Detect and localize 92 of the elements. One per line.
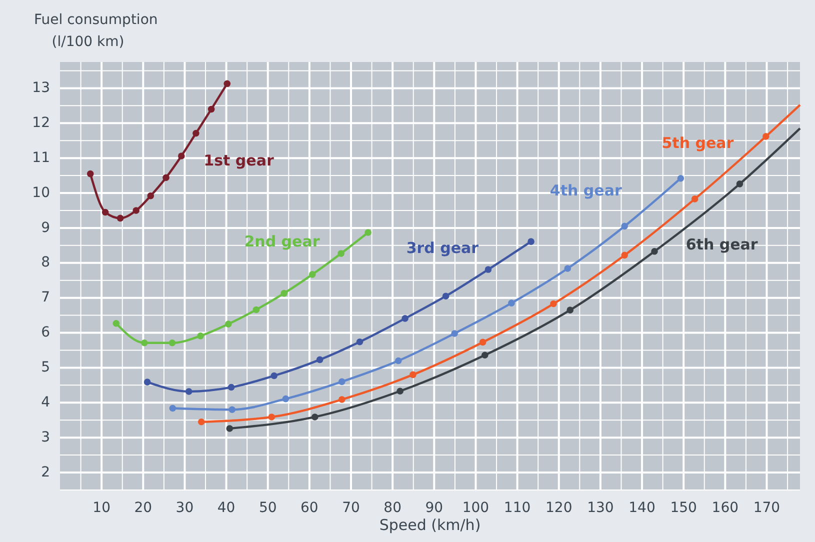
point [132, 207, 140, 214]
point [311, 414, 318, 420]
point [169, 404, 176, 412]
x-tick-label: 20 [134, 500, 152, 516]
point [316, 356, 324, 364]
point [677, 174, 684, 182]
series-label: 6th gear [686, 236, 758, 254]
point [566, 306, 574, 314]
series-label: 5th gear [662, 134, 734, 152]
point [208, 106, 215, 113]
point [116, 214, 124, 222]
x-tick-label: 150 [670, 500, 697, 516]
point [270, 372, 278, 380]
point [112, 320, 120, 327]
point [224, 80, 231, 88]
point [550, 300, 557, 308]
x-tick-label: 50 [258, 500, 277, 516]
x-tick-label: 70 [342, 500, 360, 516]
y-tick-label: 9 [41, 220, 50, 236]
point [402, 315, 408, 322]
point [140, 340, 148, 346]
point [651, 248, 658, 255]
point [252, 306, 260, 314]
point [528, 238, 534, 245]
x-tick-label: 170 [753, 500, 780, 516]
x-tick-label: 10 [92, 500, 110, 516]
point [396, 388, 404, 395]
point [228, 406, 236, 414]
point [162, 174, 170, 182]
point [338, 378, 346, 386]
y-tick-label: 4 [41, 394, 50, 410]
point [338, 396, 346, 403]
x-tick-label: 160 [712, 500, 739, 516]
point [228, 384, 235, 391]
point [484, 266, 492, 273]
point [282, 395, 290, 402]
point [280, 290, 288, 297]
x-tick-label: 110 [504, 500, 531, 516]
series-label: 2nd gear [244, 232, 320, 251]
x-tick-label: 80 [384, 500, 402, 516]
y-tick-label: 7 [41, 290, 50, 306]
point [508, 300, 515, 306]
x-tick-label: 90 [425, 500, 444, 516]
point [442, 292, 450, 300]
x-tick-label: 130 [587, 500, 614, 516]
y-tick-label: 3 [41, 429, 50, 446]
point [168, 340, 176, 346]
series-label: 3rd gear [406, 239, 480, 258]
y-tick-label: 13 [32, 80, 50, 96]
x-tick-label: 30 [176, 500, 194, 516]
y-tick-label: 12 [32, 114, 50, 131]
x-axis-title: Speed (km/h) [379, 516, 481, 534]
point [178, 152, 185, 160]
point [268, 414, 276, 420]
point [356, 338, 364, 346]
y-axis-title: Fuel consumption (l/100 km) [34, 12, 158, 50]
point [410, 371, 416, 378]
point [198, 418, 205, 426]
point [197, 332, 204, 340]
point [86, 170, 94, 178]
point [185, 388, 192, 395]
x-tick-label: 40 [217, 500, 236, 516]
y-tick-label: 5 [41, 360, 50, 376]
point [192, 130, 200, 137]
point [479, 338, 486, 346]
y-tick-label: 11 [32, 150, 50, 166]
point [102, 208, 109, 216]
point [762, 133, 770, 140]
x-tick-label: 100 [462, 500, 490, 516]
point [736, 180, 744, 188]
point [364, 229, 372, 236]
x-tick-label: 120 [546, 500, 572, 516]
point [338, 250, 344, 257]
y-tick-label: 8 [41, 254, 50, 271]
point [308, 271, 316, 278]
point [691, 196, 698, 202]
point [481, 352, 488, 359]
point [147, 192, 154, 200]
y-tick-label: 6 [41, 324, 50, 341]
point [621, 252, 628, 259]
series-label: 1st gear [204, 152, 274, 170]
y-tick-label: 2 [41, 464, 50, 480]
point [144, 378, 151, 386]
point [621, 222, 628, 230]
point [451, 330, 458, 337]
point [226, 425, 234, 432]
x-tick-label: 60 [300, 500, 318, 516]
point [395, 357, 402, 364]
point [224, 320, 232, 328]
x-tick-label: 140 [628, 500, 656, 516]
y-tick-label: 10 [32, 184, 50, 201]
point [564, 265, 572, 272]
